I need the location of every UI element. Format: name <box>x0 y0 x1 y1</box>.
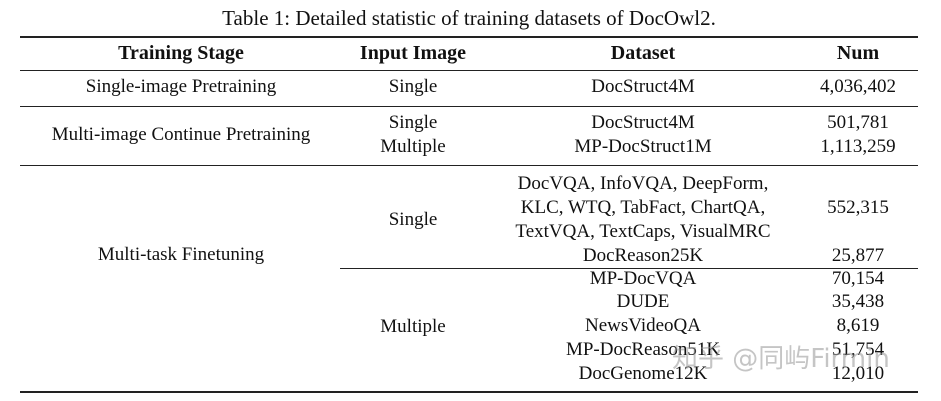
header-num: Num <box>836 42 880 64</box>
finetune-partial-rule <box>340 268 918 269</box>
bottom-rule <box>20 391 918 393</box>
num-value: 552,315 <box>827 197 889 218</box>
num-value: 25,877 <box>831 245 885 266</box>
header-rule <box>20 70 918 71</box>
num-value: 51,754 <box>831 339 885 360</box>
dataset-mp-docvqa: MP-DocVQA <box>589 268 697 289</box>
num-value: 12,010 <box>831 363 885 384</box>
row-rule-1 <box>20 106 918 107</box>
top-rule <box>20 36 918 38</box>
dataset-mp-docstruct1m: MP-DocStruct1M <box>574 136 712 157</box>
dataset-list-line: KLC, WTQ, TabFact, ChartQA, <box>520 197 766 218</box>
input-multiple: Multiple <box>380 136 446 157</box>
dataset-docstruct4m: DocStruct4M <box>591 112 695 133</box>
input-single: Single <box>388 209 438 230</box>
num-value: 70,154 <box>831 268 885 289</box>
dataset-docgenome12k: DocGenome12K <box>578 363 708 384</box>
stage-single-image-pretraining: Single-image Pretraining <box>85 76 277 97</box>
watermark: 知乎 @同屿Firmin <box>672 344 890 374</box>
dataset-docstruct4m: DocStruct4M <box>591 76 695 97</box>
dataset-dude: DUDE <box>616 291 670 312</box>
input-multiple: Multiple <box>380 316 446 337</box>
num-value: 501,781 <box>827 112 889 133</box>
row-rule-2 <box>20 165 918 166</box>
num-value: 8,619 <box>836 315 880 336</box>
dataset-docreason25k: DocReason25K <box>582 245 704 266</box>
stage-multi-task-finetuning: Multi-task Finetuning <box>97 244 265 265</box>
header-input-image: Input Image <box>359 42 467 64</box>
dataset-list-line: TextVQA, TextCaps, VisualMRC <box>515 221 771 242</box>
header-dataset: Dataset <box>610 42 676 64</box>
header-training-stage: Training Stage <box>118 42 244 64</box>
table-caption: Table 1: Detailed statistic of training … <box>222 6 716 30</box>
dataset-newsvideoqa: NewsVideoQA <box>584 315 702 336</box>
num-value: 35,438 <box>831 291 885 312</box>
num-value: 1,113,259 <box>820 136 896 157</box>
dataset-list-line: DocVQA, InfoVQA, DeepForm, <box>517 173 769 194</box>
num-value: 4,036,402 <box>820 76 896 97</box>
stage-multi-image-continue-pretraining: Multi-image Continue Pretraining <box>51 124 311 145</box>
input-single: Single <box>388 112 438 133</box>
input-single: Single <box>388 76 438 97</box>
dataset-mp-docreason51k: MP-DocReason51K <box>565 339 721 360</box>
